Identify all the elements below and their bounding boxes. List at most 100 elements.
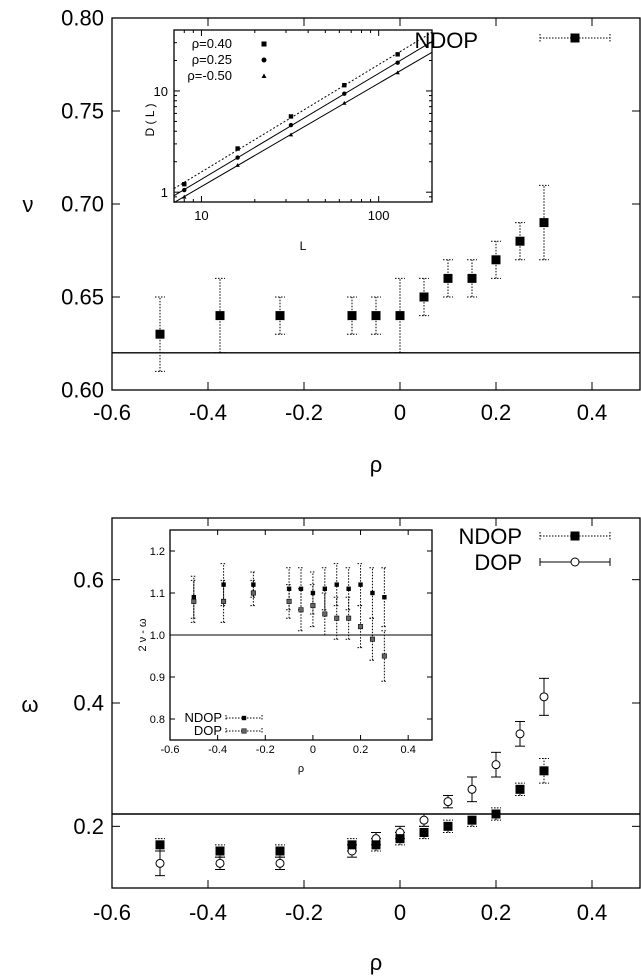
bottom-dop-point-10 [515, 729, 525, 739]
top-inset-chart: 10 100 1 10 D ( L ) L ρ=0.40 ρ=0.25 ρ=-0.50 [143, 29, 433, 253]
bottom-inset-x-tick-label: 0 [310, 744, 316, 756]
bottom-y-tick-label: 0.4 [73, 691, 104, 716]
bottom-inset-point-0-10 [370, 590, 375, 596]
top-ndop-point-6 [419, 292, 429, 302]
bottom-ndop-point-6 [419, 828, 429, 837]
top-inset-point-2-0 [182, 194, 187, 199]
top-inset-frame [173, 29, 433, 203]
top-legend-ndop-sample [539, 33, 611, 43]
bottom-legend-dop-label: DOP [474, 550, 522, 575]
bottom-inset-point-0-8 [346, 586, 351, 591]
bottom-legend-ndop-label: NDOP [458, 524, 522, 549]
top-x-tick-label: -0.2 [285, 400, 323, 425]
top-inset-x-tick-label: 100 [368, 208, 390, 223]
bottom-inset-point-1-7 [334, 615, 340, 621]
top-ndop-point-2 [275, 311, 285, 321]
bottom-data-points [155, 677, 549, 877]
top-ndop-point-1 [215, 311, 225, 321]
top-axis-ticks: -0.6 -0.4 -0.2 0 0.2 0.4 0.60 0.65 0.70 0.75 0.80 [61, 6, 640, 425]
bottom-ndop-point-0 [155, 840, 165, 850]
bottom-ndop-point-2 [275, 846, 285, 856]
bottom-ndop-point-8 [467, 815, 477, 825]
top-x-tick-label: -0.4 [189, 400, 227, 425]
bottom-inset-legend-samples [225, 715, 263, 734]
bottom-inset-point-1-11 [381, 653, 387, 659]
top-y-tick-label: 0.65 [61, 285, 104, 310]
top-y-tick-label: 0.60 [61, 378, 104, 403]
bottom-inset-legend-ndop-label: NDOP [184, 710, 222, 725]
top-ndop-point-8 [467, 273, 477, 283]
top-inset-x-axis-label: L [300, 239, 307, 253]
bottom-dop-point-9 [491, 760, 501, 770]
bottom-legend: NDOP DOP [458, 524, 611, 575]
top-inset-point-2-1 [235, 162, 240, 167]
top-inset-y-tick-label: 1 [161, 185, 168, 200]
bottom-inset-y-axis-label: 2 ν - ω [137, 618, 149, 651]
top-inset-point-0-2 [288, 114, 294, 119]
top-ndop-point-9 [491, 255, 501, 265]
top-inset-point-2-2 [288, 132, 294, 137]
bottom-inset-x-tick-label: 0.4 [401, 744, 416, 756]
top-inset-fit-line-1 [173, 41, 433, 197]
bottom-x-tick-label: 0 [394, 900, 406, 925]
top-legend-ndop-label: NDOP [414, 28, 478, 53]
top-inset-point-1-4 [395, 60, 400, 65]
top-inset-point-1-1 [235, 155, 240, 160]
bottom-inset-point-0-3 [286, 586, 292, 591]
bottom-inset-point-1-10 [369, 636, 375, 642]
bottom-chart-panel: -0.6 -0.4 -0.2 0 0.2 0.4 0.2 0.4 0.6 ω ρ NDOP DO… [21, 517, 641, 975]
bottom-x-tick-label: -0.2 [285, 900, 323, 925]
bottom-inset-point-1-5 [310, 603, 316, 609]
top-x-tick-label: 0 [394, 400, 406, 425]
bottom-ndop-point-1 [215, 846, 225, 856]
bottom-ndop-point-9 [491, 809, 501, 819]
top-ndop-point-11 [539, 218, 549, 228]
bottom-inset-legend: NDOP DOP [184, 710, 263, 738]
bottom-inset-point-1-9 [358, 624, 364, 630]
top-y-tick-label: 0.80 [61, 6, 104, 31]
bottom-inset-point-1-6 [322, 611, 328, 617]
bottom-inset-legend-marker-1 [241, 728, 247, 734]
bottom-inset-point-1-0 [191, 598, 197, 604]
bottom-inset-point-0-1 [221, 582, 226, 587]
top-inset-point-1-2 [288, 122, 294, 128]
top-x-tick-label: -0.6 [93, 400, 131, 425]
top-x-axis-label: ρ [370, 452, 383, 477]
top-inset-point-0-0 [182, 181, 187, 187]
bottom-dop-point-8 [467, 784, 477, 794]
bottom-inset-y-tick-label: 0.9 [150, 672, 165, 684]
top-inset-fit-lines [173, 31, 433, 203]
top-y-tick-label: 0.70 [61, 192, 104, 217]
bottom-legend-ndop-marker [570, 531, 580, 541]
bottom-inset-point-0-9 [358, 582, 363, 587]
bottom-inset-x-tick-label: -0.2 [256, 744, 275, 756]
bottom-x-axis-label: ρ [370, 950, 383, 975]
top-inset-data-points [182, 52, 400, 199]
bottom-dop-point-2 [275, 858, 285, 868]
bottom-inset-point-1-4 [298, 607, 304, 613]
top-x-tick-label: 0.2 [481, 400, 512, 425]
top-inset-point-1-3 [342, 91, 347, 96]
bottom-inset-point-0-11 [382, 595, 387, 600]
top-ndop-point-5 [395, 311, 405, 321]
top-inset-legend-label-2: ρ=-0.50 [187, 68, 232, 83]
top-inset-legend-marker-2 [261, 73, 267, 78]
top-inset-legend-label-0: ρ=0.40 [192, 36, 232, 51]
top-ndop-point-0 [155, 329, 165, 339]
bottom-x-tick-label: -0.6 [93, 900, 131, 925]
bottom-inset-legend-dop-label: DOP [194, 723, 222, 738]
bottom-inset-x-tick-label: 0.2 [353, 744, 368, 756]
bottom-inset-point-0-2 [251, 582, 256, 587]
bottom-inset-point-1-8 [346, 615, 352, 621]
top-inset-legend: ρ=0.40 ρ=0.25 ρ=-0.50 [187, 36, 267, 83]
bottom-inset-point-0-6 [322, 586, 328, 591]
bottom-inset-chart: -0.6 -0.4 -0.2 0 0.2 0.4 0.8 0.9 1.0 1.1 1.2 2 ν -… [137, 529, 433, 775]
bottom-x-tick-label: 0.4 [577, 900, 608, 925]
bottom-ndop-point-3 [347, 840, 357, 850]
top-y-axis-label: ν [23, 192, 34, 217]
bottom-legend-samples [539, 531, 611, 567]
top-inset-legend-label-1: ρ=0.25 [192, 52, 232, 67]
top-inset-fit-line-2 [173, 51, 433, 203]
bottom-axis-ticks: -0.6 -0.4 -0.2 0 0.2 0.4 0.2 0.4 0.6 [73, 518, 640, 925]
